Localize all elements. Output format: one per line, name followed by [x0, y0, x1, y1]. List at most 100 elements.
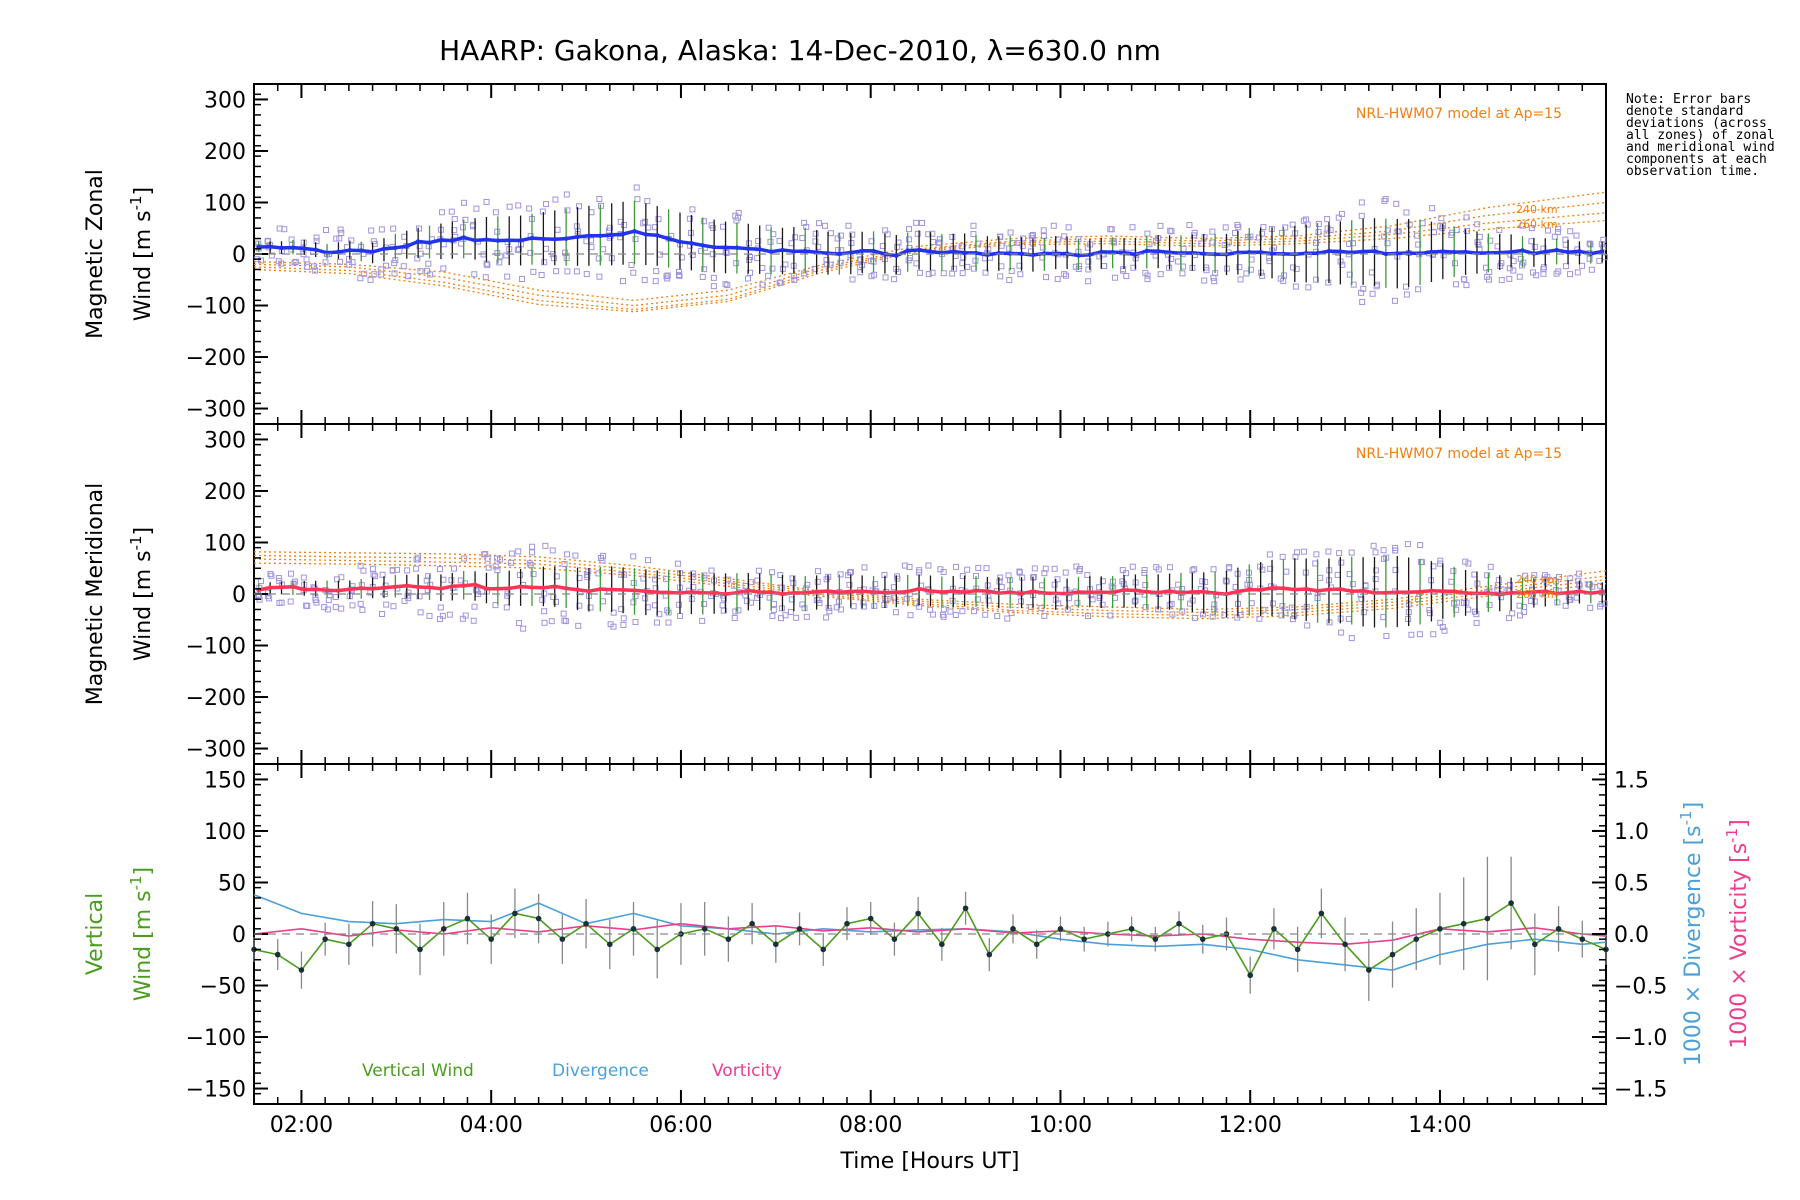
zonal-scatter-point — [448, 208, 455, 215]
zonal-scatter-point — [849, 276, 856, 283]
meridional-scatter-point — [494, 567, 501, 574]
vertical-wind-point — [1010, 926, 1016, 932]
meridional-scatter-point — [349, 602, 356, 609]
meridional-mean-point — [1121, 587, 1127, 593]
meridional-scatter-point — [620, 621, 627, 628]
zonal-scatter-point — [1368, 269, 1375, 276]
meridional-scatter-point — [719, 602, 726, 609]
meridional-scatter-point — [789, 575, 796, 582]
meridional-mean-point — [711, 590, 717, 596]
zonal-mean-point — [643, 232, 649, 237]
meridional-mean-point — [495, 586, 501, 591]
meridional-mean-point — [848, 589, 853, 594]
zonal-scatter-point — [652, 278, 659, 285]
zonal-scatter-point — [1498, 277, 1505, 284]
meridional-scatter-point — [1345, 615, 1352, 622]
zonal-scatter-point — [401, 233, 408, 240]
zonal-mean-point — [313, 247, 318, 252]
meridional-scatter-point — [372, 573, 379, 580]
meridional-scatter-point — [743, 597, 750, 604]
meridional-scatter-point — [1441, 627, 1448, 634]
zonal-scatter-point — [1244, 234, 1251, 241]
zonal-ytick-label: 100 — [204, 191, 246, 216]
zonal-scatter-point — [891, 276, 898, 283]
meridional-mean-point — [1588, 591, 1594, 596]
zonal-scatter-point — [1313, 276, 1320, 283]
meridional-scatter-point — [998, 584, 1005, 591]
zonal-scatter-point — [632, 236, 639, 243]
meridional-scatter-point — [1541, 572, 1548, 579]
meridional-mean-point — [973, 588, 979, 593]
meridional-mean-point — [1531, 589, 1537, 594]
meridional-scatter-point — [516, 620, 523, 627]
zonal-scatter-point — [722, 281, 729, 288]
zonal-scatter-point — [1065, 224, 1072, 231]
meridional-scatter-point — [1338, 629, 1345, 636]
meridional-scatter-point — [1587, 604, 1594, 611]
meridional-scatter-point — [1292, 553, 1299, 560]
zonal-scatter-point — [1144, 276, 1151, 283]
zonal-scatter-point — [1017, 271, 1024, 278]
vertical-wind-point — [1271, 926, 1277, 932]
vertical-wind-point — [1366, 967, 1372, 973]
meridional-mean-point — [837, 589, 842, 595]
zonal-scatter-point — [918, 219, 925, 226]
vertical-wind-point — [1579, 936, 1586, 942]
zonal-scatter-point — [929, 230, 936, 237]
zonal-mean-point — [1303, 251, 1309, 256]
zonal-ylabel-sup: -1 — [127, 195, 145, 210]
zonal-ytick-label: 0 — [232, 243, 246, 268]
meridional-ylabel: Magnetic Meridional Wind [m s-1] — [83, 483, 156, 705]
meridional-scatter-point — [610, 623, 617, 630]
meridional-scatter-point — [823, 614, 830, 621]
meridional-scatter-point — [1450, 568, 1457, 575]
zonal-ytick-label: −100 — [186, 295, 246, 320]
zonal-ylabel-main: Wind [m s — [131, 210, 156, 321]
meridional-scatter-point — [1462, 558, 1469, 565]
zonal-scatter-point — [1236, 264, 1243, 271]
meridional-scatter-point — [1471, 571, 1478, 578]
zonal-mean-point — [359, 248, 364, 253]
zonal-scatter-point — [451, 215, 458, 222]
zonal-scatter-point — [905, 236, 912, 243]
zonal-scatter-point — [414, 255, 421, 262]
zonal-scatter-point — [564, 268, 571, 275]
zonal-scatter-point — [1211, 278, 1218, 285]
meridional-mean-point — [1281, 586, 1286, 591]
zonal-scatter-point — [1463, 227, 1470, 234]
zonal-scatter-point — [1019, 235, 1026, 242]
meridional-scatter-point — [860, 599, 867, 606]
zonal-scatter-point — [348, 237, 355, 244]
x-axis-label: Time [Hours UT] — [840, 1149, 1020, 1174]
zonal-scatter-point — [276, 225, 283, 232]
meridional-scatter-point — [484, 555, 491, 562]
zonal-scatter-point — [526, 205, 533, 212]
meridional-scatter-point — [769, 613, 776, 620]
zonal-scatter-point — [313, 238, 320, 245]
meridional-model-curve — [253, 551, 1607, 611]
zonal-scatter-point — [1438, 215, 1445, 222]
zonal-mean-point — [1463, 249, 1468, 255]
meridional-ylabel-main: Wind [m s — [131, 550, 156, 661]
zonal-scatter-point — [1528, 238, 1535, 245]
zonal-scatter-point — [588, 209, 595, 216]
x-tick-label: 02:00 — [270, 1113, 333, 1138]
zonal-scatter-point — [496, 259, 503, 266]
zonal-mean-point — [1326, 248, 1332, 254]
zonal-scatter-point — [1129, 224, 1136, 231]
meridional-mean-point — [757, 589, 762, 595]
zonal-scatter-point — [1573, 232, 1580, 239]
zonal-scatter-point — [1327, 227, 1334, 234]
meridional-scatter-point — [515, 548, 522, 555]
zonal-ylabel-line2: Wind [m s-1] — [127, 187, 156, 321]
meridional-scatter-point — [985, 597, 992, 604]
zonal-mean-point — [279, 245, 284, 251]
meridional-scatter-point — [470, 617, 477, 624]
x-tick-label: 04:00 — [459, 1113, 522, 1138]
vertical-wind-point — [559, 936, 566, 942]
zonal-scatter-point — [1043, 274, 1050, 281]
meridional-scatter-point — [417, 609, 424, 616]
zonal-mean-point — [393, 245, 398, 251]
vertical-wind-point — [346, 941, 352, 948]
zonal-scatter-point — [1574, 269, 1581, 276]
